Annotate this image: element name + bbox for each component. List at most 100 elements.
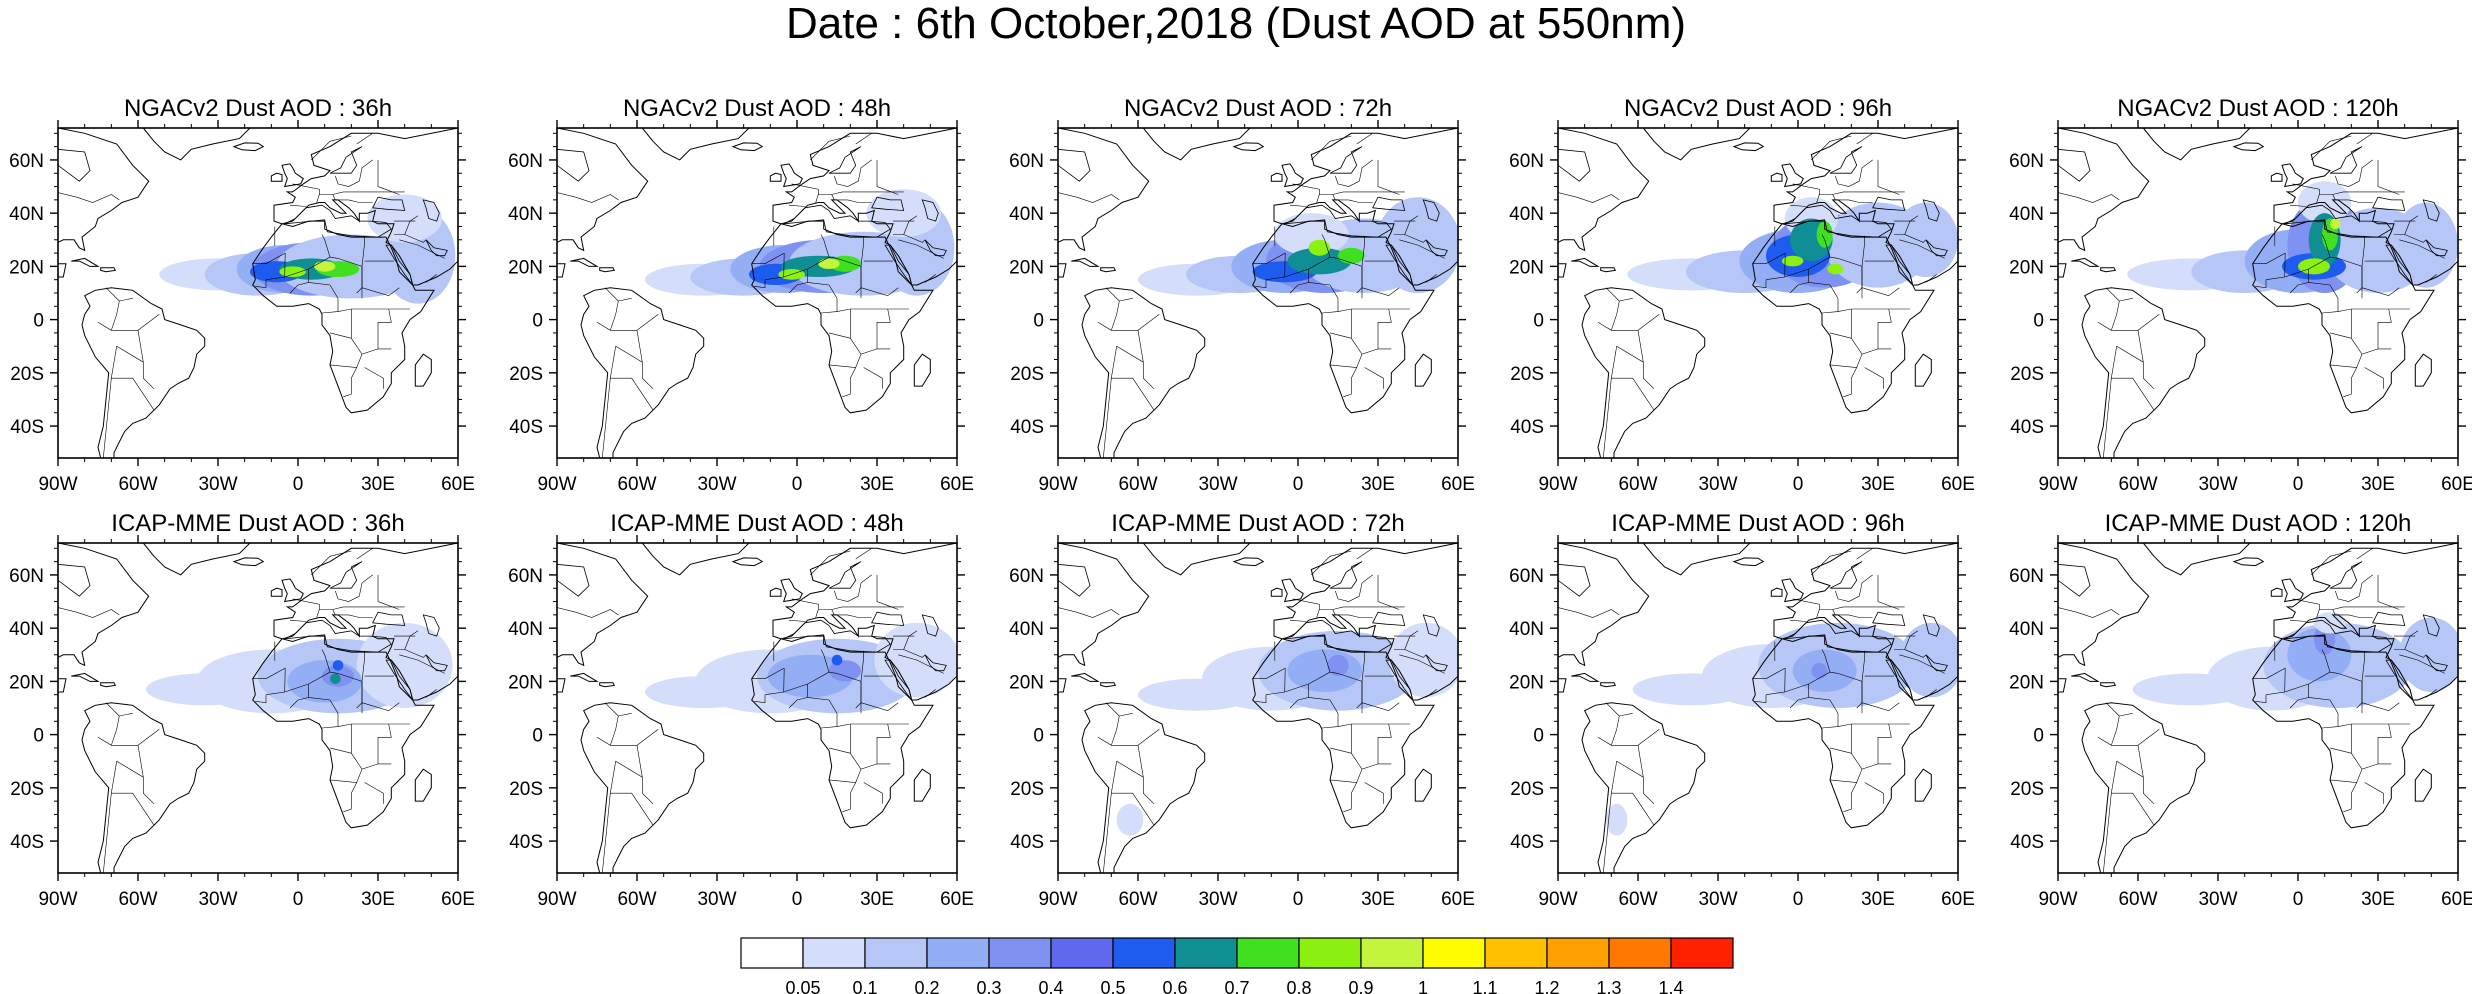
country-border: [876, 308, 891, 350]
colorbar-label: 0.6: [1162, 978, 1187, 994]
country-border: [1332, 194, 1373, 203]
y-tick-label: 0: [532, 726, 543, 747]
country-border: [2103, 760, 2155, 873]
dust-aod-area: [1338, 247, 1365, 264]
sea-coastline: [284, 619, 392, 653]
x-tick-label: 30E: [1361, 474, 1395, 495]
coastline: [570, 672, 599, 682]
panel-title: NGACv2 Dust AOD : 36h: [124, 95, 392, 122]
country-border: [636, 729, 659, 746]
y-tick-label: 40N: [2009, 204, 2044, 225]
colorbar-label: 1: [1418, 978, 1428, 994]
coastline: [1252, 220, 1435, 414]
x-tick-label: 60W: [1118, 889, 1157, 910]
country-border: [377, 574, 400, 610]
country-border: [1861, 650, 1865, 682]
country-border: [1611, 377, 1655, 411]
x-tick-label: 60E: [1941, 474, 1975, 495]
country-border: [337, 308, 410, 312]
country-border: [111, 377, 155, 411]
country-border: [2097, 322, 2144, 363]
country-border: [2097, 737, 2144, 778]
sea-coastline: [1385, 244, 1414, 286]
sea-coastline: [1872, 611, 1906, 626]
country-border: [311, 135, 352, 161]
y-tick-label: 0: [33, 311, 44, 332]
dust-aod-area: [2330, 218, 2341, 230]
sea-coastline: [783, 204, 891, 238]
x-tick-label: 30E: [361, 889, 395, 910]
panel-title: NGACv2 Dust AOD : 96h: [1624, 95, 1892, 122]
y-tick-label: 20S: [1010, 779, 1044, 800]
country-border: [876, 574, 899, 610]
country-border: [1856, 133, 1873, 145]
country-border: [2311, 135, 2352, 161]
colorbar-label: 0.3: [976, 978, 1001, 994]
country-border: [364, 782, 384, 804]
dust-aod-area: [1811, 662, 1828, 679]
colorbar-swatch: [1484, 937, 1548, 969]
country-border: [1597, 737, 1644, 778]
sea-coastline: [2058, 563, 2091, 597]
country-border: [1343, 367, 1357, 398]
country-border: [1289, 684, 1309, 709]
sea-coastline: [422, 614, 440, 637]
country-border: [1284, 256, 1339, 278]
coastline: [71, 257, 100, 267]
colorbar-swatch: [1360, 937, 1424, 969]
country-border: [1811, 135, 1852, 161]
coastline: [1141, 543, 1251, 576]
country-border: [2364, 782, 2384, 804]
x-tick-label: 30E: [2361, 474, 2395, 495]
country-border: [604, 702, 619, 746]
country-border: [1558, 607, 1620, 618]
coastline: [580, 702, 705, 873]
country-border: [2292, 598, 2405, 610]
coastline: [2081, 287, 2206, 458]
dust-aod-area: [831, 654, 843, 666]
sea-coastline: [425, 239, 448, 257]
country-border: [2316, 194, 2320, 203]
sea-coastline: [2385, 659, 2414, 701]
country-border: [1399, 654, 1445, 674]
x-tick-label: 60E: [441, 474, 475, 495]
y-tick-label: 40N: [9, 204, 44, 225]
coastline: [1232, 142, 1265, 152]
country-border: [425, 274, 437, 283]
x-tick-label: 30W: [198, 474, 237, 495]
y-tick-label: 40S: [10, 417, 44, 438]
country-border: [252, 667, 286, 679]
country-border: [2255, 694, 2267, 704]
country-border: [1821, 649, 1831, 673]
country-border: [2321, 649, 2331, 673]
country-border: [2377, 308, 2392, 350]
coastline: [232, 557, 265, 567]
y-tick-label: 40S: [2010, 832, 2044, 853]
colorbar-label: 0.9: [1348, 978, 1373, 994]
country-border: [1284, 671, 1339, 693]
colorbar-swatch: [1236, 937, 1300, 969]
coastline: [751, 635, 934, 829]
colorbar-swatch: [864, 937, 928, 969]
colorbar-label: 0.7: [1224, 978, 1249, 994]
colorbar-label: 1.2: [1534, 978, 1559, 994]
country-border: [1058, 192, 1120, 203]
x-tick-label: 60W: [118, 889, 157, 910]
country-border: [842, 782, 856, 813]
sea-coastline: [884, 244, 913, 286]
coastline: [1270, 172, 1283, 182]
y-tick-label: 0: [532, 311, 543, 332]
sea-coastline: [828, 561, 862, 589]
country-border: [2111, 792, 2155, 826]
colorbar-label: 1.4: [1658, 978, 1683, 994]
country-border: [292, 598, 405, 610]
country-border: [1637, 314, 1660, 331]
y-tick-label: 20S: [1510, 779, 1544, 800]
colorbar-swatch: [1112, 937, 1176, 969]
country-border: [2321, 234, 2331, 258]
country-border: [105, 287, 120, 331]
coastline: [1141, 128, 1251, 161]
country-border: [1425, 274, 1437, 283]
coastline: [2071, 257, 2100, 267]
